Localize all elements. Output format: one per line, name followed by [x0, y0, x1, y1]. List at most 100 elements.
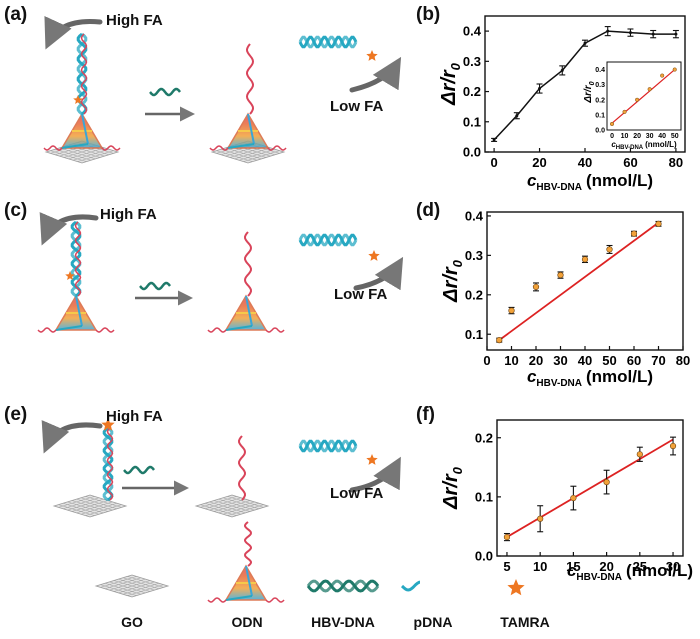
go-sheet-e2-line — [222, 502, 260, 515]
chart-d-point — [557, 271, 564, 279]
odn-strand-e2 — [237, 435, 247, 501]
chart-f-ylabel-main: Δr/r — [440, 473, 462, 510]
go-sheet-a1-line — [72, 148, 110, 161]
tamra-star-e2 — [366, 454, 378, 465]
chart-b-inset-xtick-label: 0 — [610, 133, 614, 140]
chart-b-point — [538, 87, 542, 91]
tamra-star-c2 — [368, 250, 380, 261]
chart-b-inset-ylabel-main: Δr/r — [583, 84, 594, 103]
chart-d-point — [581, 256, 589, 263]
legend-odn-tetra-edge — [225, 595, 253, 601]
odn-strand-a1 — [80, 33, 88, 115]
chart-f-point — [603, 478, 610, 486]
low-fa-arrow-a — [349, 56, 402, 93]
chart-f-xtick-label: 5 — [503, 559, 510, 574]
chart-d-point — [655, 220, 662, 227]
go-sheet-e2-line — [218, 498, 255, 511]
chart-b-inset-ytick-label: 0.3 — [595, 82, 605, 89]
chart-b-inset-xlabel-sub: HBV-DNA — [616, 145, 644, 151]
high-fa-arrow-a — [44, 15, 103, 50]
chart-d-xtick-label: 70 — [651, 353, 665, 368]
chart-b-xtick-label: 60 — [623, 155, 637, 170]
go-sheet-a2-line — [238, 148, 276, 161]
panel-label-b: (b) — [416, 4, 441, 25]
chart-d-xlabel-unit: (nmol/L) — [586, 367, 653, 386]
chart-b-xtick-label: 80 — [669, 155, 683, 170]
chart-f-point — [669, 442, 677, 450]
chart-b-inset-point — [635, 97, 640, 102]
chart-f-ylabel-sub: 0 — [450, 466, 465, 474]
tamra-star-c1 — [65, 271, 75, 280]
legend-label-hbv: HBV-DNA — [311, 614, 375, 630]
chart-b-point — [560, 68, 564, 72]
legend-hbv-dna-icon-b — [306, 579, 380, 593]
chart-b-inset-point — [672, 67, 677, 72]
chart-b-inset-xtick-label: 30 — [646, 133, 654, 140]
chart-d-ylabel: Δr/r0 — [440, 259, 465, 303]
chart-f-ytick-label: 0.0 — [475, 549, 493, 564]
chart-b-inset-point — [622, 109, 627, 114]
chart-b-inset-point — [647, 87, 652, 92]
chart-b-point — [583, 41, 587, 45]
chart-d-frame — [486, 211, 684, 351]
chart-d-fit-line — [498, 221, 660, 341]
go-sheet-e1-line — [80, 497, 118, 510]
chart-b-inset-xtick-label: 40 — [658, 133, 666, 140]
legend-go-icon-line — [113, 580, 151, 592]
chart-f-xlabel-unit: (nmol/L) — [626, 561, 693, 580]
chart-d-ytick-label: 0.3 — [465, 248, 483, 263]
go-sheet-a1-line — [77, 150, 114, 162]
chart-f-ylabel: Δr/r0 — [440, 466, 465, 510]
tamra-star-a2 — [366, 50, 378, 61]
chart-f-xtick-label: 30 — [666, 559, 680, 574]
chart-b-point — [515, 114, 519, 118]
chart-b-inset-xtick-label: 10 — [621, 133, 629, 140]
legend-odn-tetra-tail2 — [207, 597, 227, 603]
chart-b-ytick-label: 0.2 — [463, 84, 481, 99]
go-sheet-e1-line — [76, 498, 113, 511]
chart-f-ytick-label: 0.2 — [475, 430, 493, 445]
chart-d-xtick-label: 0 — [483, 353, 490, 368]
panel-label-f: (f) — [416, 404, 435, 425]
tetrahedron-a2-tail2 — [209, 145, 229, 151]
chart-b-inset-fit — [611, 69, 676, 124]
chart-b-ylabel-sub: 0 — [448, 62, 463, 70]
chart-d-xtick-label: 30 — [553, 353, 567, 368]
legend-tamra-star — [507, 579, 525, 596]
go-sheet-e2-line — [222, 497, 260, 510]
chart-f-xlabel-sub: HBV-DNA — [576, 572, 622, 583]
chart-b-inset-ytick-label: 0.0 — [595, 128, 605, 135]
free-duplex-e-b — [298, 439, 358, 453]
legend-go-icon-line — [118, 578, 155, 591]
tetrahedron-a2-edge — [247, 113, 255, 145]
free-duplex-a-b — [298, 35, 358, 49]
tetrahedron-c2-tail2 — [207, 327, 227, 333]
tetrahedron-c2-edge — [225, 325, 253, 331]
go-sheet-e1-line — [76, 501, 113, 514]
chart-f-xtick-label: 25 — [633, 559, 647, 574]
duplex-e1-b — [102, 426, 114, 502]
chart-b-point — [674, 32, 678, 36]
legend-odn-strand — [243, 521, 253, 567]
chart-b-inset-ytick-label: 0.1 — [595, 112, 605, 119]
legend-go-icon-line — [122, 582, 160, 595]
legend-label-go: GO — [121, 614, 143, 630]
chart-d-point — [630, 230, 638, 237]
chart-b-point — [606, 29, 610, 33]
chart-d-xtick-label: 20 — [529, 353, 543, 368]
chart-d-xlabel-sub: HBV-DNA — [536, 378, 582, 389]
chart-d-xtick-label: 80 — [676, 353, 690, 368]
free-duplex-c-b — [298, 233, 358, 247]
go-sheet-e2-line — [218, 501, 255, 514]
hbv-dna-a — [149, 87, 181, 97]
chart-b-inset-xlabel-c: c — [611, 140, 616, 149]
legend-odn-tetra-edge — [245, 565, 253, 597]
go-sheet-a2-line — [234, 147, 271, 160]
panel-label-e: (e) — [4, 404, 28, 425]
chart-f-point — [503, 533, 511, 541]
chart-d-xtick-label: 50 — [602, 353, 616, 368]
odn-strand-c2 — [243, 231, 253, 297]
low-fa-arrow-e — [349, 456, 401, 493]
chart-f-point — [537, 515, 544, 522]
